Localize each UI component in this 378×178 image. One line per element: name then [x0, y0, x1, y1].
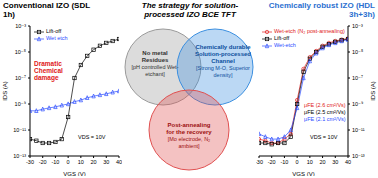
svg-text:0: 0 — [67, 159, 70, 165]
svg-text:-20: -20 — [268, 159, 276, 165]
html-text:Channel: Channel — [211, 58, 235, 64]
html-text:Dramatic Chemical damage: Dramatic Chemical damage — [34, 60, 63, 81]
svg-text:30: 30 — [103, 159, 109, 165]
svg-text:40: 40 — [116, 159, 122, 165]
svg-text:10: 10 — [78, 159, 84, 165]
svg-text:10⁻¹³: 10⁻¹³ — [352, 153, 365, 159]
html-text:μFE (2.1 cm²/Vs): μFE (2.1 cm²/Vs) — [304, 116, 346, 122]
html-text:Lift-off: Lift-off — [274, 35, 290, 41]
svg-text:40: 40 — [345, 159, 351, 165]
svg-text:10⁻⁷: 10⁻⁷ — [15, 75, 26, 81]
svg-text:-10: -10 — [51, 159, 59, 165]
svg-text:IDS (A): IDS (A) — [8, 81, 9, 101]
svg-text:-30: -30 — [256, 159, 263, 165]
html-text:Conventional IZO (SDL 1h): Conventional IZO (SDL 1h) — [3, 1, 90, 19]
html-text:Post-annealing: Post-annealing — [167, 122, 211, 128]
svg-text:10⁻³: 10⁻³ — [352, 23, 363, 29]
html-text:[pH controlled Wet-etchant]: [pH controlled Wet-etchant] — [131, 64, 179, 77]
html-text:[Mo electrode, N₂ ambient]: [Mo electrode, N₂ ambient] — [167, 136, 211, 149]
svg-text:10⁻¹³: 10⁻¹³ — [13, 153, 26, 159]
html-text:for the recovery: for the recovery — [166, 129, 212, 135]
svg-text:10⁻³: 10⁻³ — [15, 23, 26, 29]
html-text:Chemically robust IZO (HDL 3h+: Chemically robust IZO (HDL 3h+3h) — [268, 1, 375, 19]
svg-text:10⁻⁹: 10⁻⁹ — [352, 101, 363, 107]
html-text:μFE (2.6 cm²/Vs): μFE (2.6 cm²/Vs) — [304, 102, 346, 108]
svg-text:10⁻⁵: 10⁻⁵ — [352, 49, 363, 55]
svg-text:10⁻¹¹: 10⁻¹¹ — [13, 127, 26, 133]
svg-text:VGS (V): VGS (V) — [63, 171, 85, 176]
html-text:Residues: Residues — [141, 57, 169, 63]
svg-text:10⁻⁷: 10⁻⁷ — [352, 75, 363, 81]
html-text:VDS = 10V: VDS = 10V — [78, 134, 106, 140]
svg-text:20: 20 — [91, 159, 97, 165]
svg-text:-30: -30 — [26, 159, 34, 165]
svg-text:0: 0 — [296, 159, 299, 165]
html-text:No metal: No metal — [142, 50, 168, 56]
svg-text:20: 20 — [320, 159, 326, 165]
svg-text:10: 10 — [307, 159, 313, 165]
svg-text:30: 30 — [332, 159, 338, 165]
svg-text:10⁻⁵: 10⁻⁵ — [15, 49, 26, 55]
html-text:[Strong M-O, Superior density]: [Strong M-O, Superior density] — [196, 65, 250, 78]
svg-text:-10: -10 — [280, 159, 288, 165]
html-text:Wet-etch: Wet-etch — [274, 42, 296, 48]
html-text:Lift-off: Lift-off — [46, 28, 62, 34]
svg-text:10⁻¹¹: 10⁻¹¹ — [352, 127, 365, 133]
html-text:The strategy for solution-proc: The strategy for solution-processed IZO … — [141, 1, 239, 19]
svg-text:-20: -20 — [39, 159, 47, 165]
html-text:VDS = 10V: VDS = 10V — [310, 134, 338, 140]
svg-text:10⁻⁹: 10⁻⁹ — [15, 101, 26, 107]
html-text:Wet-etch (N₂ post-annealing): Wet-etch (N₂ post-annealing) — [274, 28, 345, 34]
html-text:μFE (2.5 cm²/Vs): μFE (2.5 cm²/Vs) — [304, 109, 346, 115]
html-text:Solution-processed: Solution-processed — [195, 51, 251, 57]
svg-text:VGS (V): VGS (V) — [292, 171, 314, 176]
html-text:Chemically durable: Chemically durable — [195, 44, 251, 50]
html-text:Wet etch: Wet etch — [46, 35, 68, 41]
